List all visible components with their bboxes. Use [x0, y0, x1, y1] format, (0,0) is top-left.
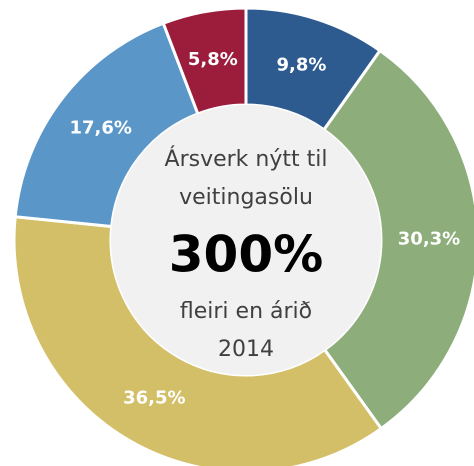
- data-label: 5,8%: [188, 49, 238, 70]
- data-label: 9,8%: [276, 55, 326, 76]
- center-text: fleiri en árið: [180, 299, 312, 324]
- data-label: 30,3%: [398, 228, 460, 249]
- center-value: 300%: [169, 226, 323, 284]
- center-text: Ársverk nýtt til: [165, 146, 328, 172]
- center-text: 2014: [218, 337, 274, 362]
- data-label: 17,6%: [69, 118, 131, 139]
- data-label: 36,5%: [123, 387, 185, 408]
- center-text: veitingasölu: [179, 185, 313, 210]
- donut-center: [111, 105, 381, 375]
